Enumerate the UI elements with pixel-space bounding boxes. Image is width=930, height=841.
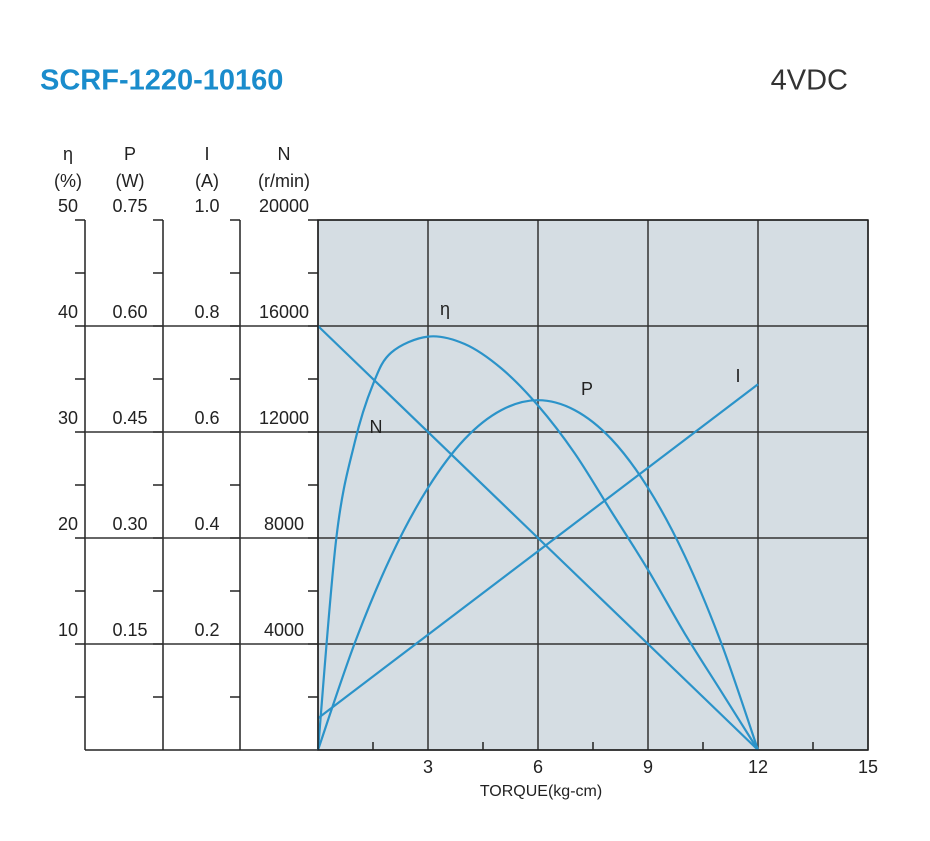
chart-title: SCRF-1220-10160 xyxy=(40,65,283,97)
x-tick-label: 3 xyxy=(423,757,433,777)
axis-symbol: I xyxy=(204,144,209,164)
axis-symbol: η xyxy=(63,144,73,164)
axis-unit: (A) xyxy=(195,171,219,191)
y-tick-label: 1.0 xyxy=(194,196,219,216)
series-label: N xyxy=(370,417,383,437)
x-tick-label: 6 xyxy=(533,757,543,777)
x-tick-label: 15 xyxy=(858,757,878,777)
series-line xyxy=(316,335,759,751)
series-line xyxy=(316,399,760,751)
y-tick-label: 8000 xyxy=(264,514,304,534)
series-line xyxy=(317,325,759,751)
y-tick-label: 0.4 xyxy=(194,514,219,534)
y-tick-label: 0.60 xyxy=(112,302,147,322)
axis-unit: (%) xyxy=(54,171,82,191)
y-tick-label: 4000 xyxy=(264,620,304,640)
plot-border xyxy=(317,219,869,751)
y-tick-label: 0.6 xyxy=(194,408,219,428)
axis-symbol: P xyxy=(124,144,136,164)
series-line xyxy=(317,383,759,720)
x-tick-label: 12 xyxy=(748,757,768,777)
y-tick-label: 20 xyxy=(58,514,78,534)
y-tick-label: 0.2 xyxy=(194,620,219,640)
axis-unit: (r/min) xyxy=(258,171,310,191)
axis-unit: (W) xyxy=(116,171,145,191)
series-label: I xyxy=(735,366,740,386)
series-label: η xyxy=(440,299,450,319)
y-tick-label: 0.75 xyxy=(112,196,147,216)
y-tick-label: 16000 xyxy=(259,302,309,322)
y-tick-label: 20000 xyxy=(259,196,309,216)
y-tick-label: 50 xyxy=(58,196,78,216)
chart-subtitle: 4VDC xyxy=(771,65,848,97)
plot-area xyxy=(318,220,868,750)
y-tick-label: 0.45 xyxy=(112,408,147,428)
y-tick-label: 40 xyxy=(58,302,78,322)
y-tick-label: 0.8 xyxy=(194,302,219,322)
x-axis-label: TORQUE(kg-cm) xyxy=(480,783,602,800)
x-tick-label: 9 xyxy=(643,757,653,777)
y-tick-label: 10 xyxy=(58,620,78,640)
y-tick-label: 12000 xyxy=(259,408,309,428)
y-tick-label: 0.15 xyxy=(112,620,147,640)
axis-symbol: N xyxy=(278,144,291,164)
y-tick-label: 0.30 xyxy=(112,514,147,534)
series-label: P xyxy=(581,379,593,399)
y-tick-label: 30 xyxy=(58,408,78,428)
